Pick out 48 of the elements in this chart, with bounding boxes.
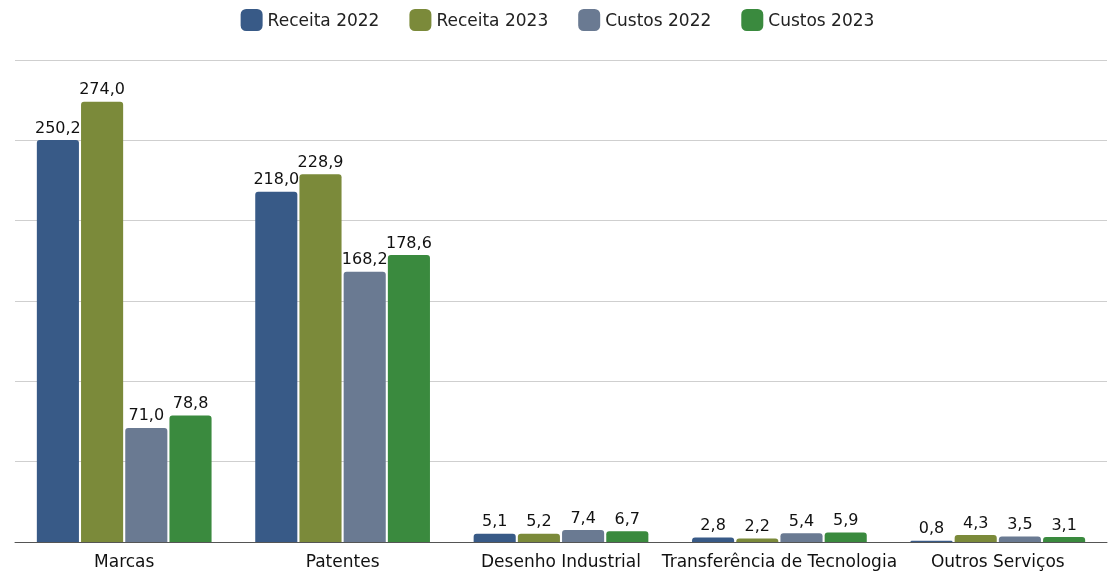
data-label: 0,8 (918, 518, 945, 538)
bar (692, 537, 735, 542)
data-label: 3,5 (1007, 513, 1033, 533)
bar (473, 533, 516, 542)
data-label: 4,3 (962, 512, 989, 532)
bar (343, 271, 386, 542)
x-tick-label: Transferência de Tecnologia (660, 550, 898, 571)
x-tick-label: Outros Serviços (930, 550, 1065, 571)
legend-label: Receita 2023 (436, 10, 549, 30)
data-label: 7,4 (570, 507, 596, 527)
data-label: 3,1 (1051, 514, 1077, 534)
bar (954, 535, 997, 542)
data-label: 178,6 (386, 232, 432, 252)
bar (169, 415, 212, 542)
data-label: 5,4 (788, 510, 815, 530)
data-label: 78,8 (172, 392, 209, 412)
bar (36, 140, 79, 542)
data-label: 2,2 (744, 515, 771, 535)
bar (562, 530, 605, 542)
bar (299, 174, 342, 542)
bar (824, 532, 867, 542)
bar (998, 536, 1041, 542)
bar (1043, 537, 1086, 542)
bar (517, 533, 560, 542)
legend-label: Custos 2023 (768, 10, 875, 30)
data-label: 218,0 (253, 169, 300, 189)
data-label: 2,8 (700, 515, 726, 534)
data-label: 6,7 (614, 508, 641, 528)
x-tick-label: Patentes (305, 550, 380, 571)
bar (387, 255, 430, 542)
bar (736, 538, 779, 542)
bar (125, 427, 168, 542)
data-label: 5,9 (832, 510, 859, 530)
bar (81, 101, 124, 542)
bar (606, 531, 649, 542)
data-label: 168,2 (341, 249, 388, 269)
bar (780, 533, 823, 542)
bar (255, 191, 298, 542)
data-label: 274,0 (79, 79, 125, 99)
x-tick-label: Desenho Industrial (481, 550, 641, 571)
x-tick-label: Marcas (94, 550, 155, 571)
legend-label: Custos 2022 (605, 10, 712, 30)
data-label: 228,9 (297, 151, 344, 171)
data-label: 5,1 (481, 511, 508, 531)
data-label: 250,2 (34, 117, 81, 137)
data-label: 5,2 (526, 511, 552, 531)
data-label: 71,0 (128, 405, 165, 425)
legend-label: Receita 2022 (267, 10, 380, 30)
